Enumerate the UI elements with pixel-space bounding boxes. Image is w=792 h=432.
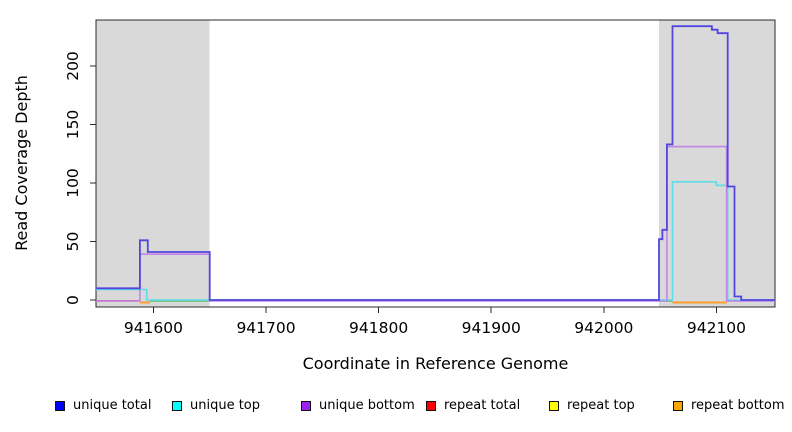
series-line xyxy=(96,25,775,301)
y-tick-label: 100 xyxy=(64,168,82,198)
legend-label: unique top xyxy=(190,398,261,413)
legend: unique total unique top unique bottom re… xyxy=(0,396,792,420)
legend-item-repeat-bottom: repeat bottom xyxy=(673,399,785,413)
chart-svg: 941600 941700 941800 941900 942000 942100 0 50 1… xyxy=(12,19,776,373)
x-axis: 941600 941700 941800 941900 942000 942100 xyxy=(124,307,746,337)
x-tick-label: 941900 xyxy=(462,319,521,337)
legend-item-repeat-top: repeat top xyxy=(549,399,635,413)
legend-item-unique-total: unique total xyxy=(55,399,151,413)
x-axis-title: Coordinate in Reference Genome xyxy=(303,354,569,373)
plot-box xyxy=(95,19,776,308)
y-tick-label: 50 xyxy=(64,232,82,252)
legend-label: repeat bottom xyxy=(691,398,785,413)
unique-top-swatch-icon xyxy=(172,401,182,411)
y-axis-title: Read Coverage Depth xyxy=(12,75,31,251)
repeat-region-right xyxy=(659,20,775,307)
plot-canvas: 941600 941700 941800 941900 942000 942100 0 50 1… xyxy=(12,19,776,373)
series-line xyxy=(96,181,775,301)
legend-label: repeat total xyxy=(444,398,521,413)
x-tick-label: 942000 xyxy=(574,319,633,337)
x-tick-label: 941700 xyxy=(236,319,295,337)
x-tick-label: 942100 xyxy=(687,319,746,337)
repeat-total-swatch-icon xyxy=(426,401,436,411)
unique-total-swatch-icon xyxy=(55,401,65,411)
legend-item-unique-top: unique top xyxy=(172,399,260,413)
legend-label: unique total xyxy=(73,398,152,413)
series-unique-total xyxy=(96,25,775,301)
y-tick-label: 200 xyxy=(64,51,82,81)
series-unique-top xyxy=(96,181,775,301)
legend-label: repeat top xyxy=(567,398,635,413)
y-tick-label: 150 xyxy=(64,110,82,140)
repeat-top-swatch-icon xyxy=(549,401,559,411)
legend-label: unique bottom xyxy=(319,398,415,413)
x-tick-label: 941800 xyxy=(349,319,408,337)
legend-item-repeat-total: repeat total xyxy=(426,399,520,413)
y-tick-label: 0 xyxy=(64,295,82,305)
y-axis: 0 50 100 150 200 xyxy=(64,51,96,305)
repeat-region-left xyxy=(96,20,210,307)
x-tick-label: 941600 xyxy=(124,319,183,337)
legend-item-unique-bottom: unique bottom xyxy=(301,399,415,413)
repeat-bottom-swatch-icon xyxy=(673,401,683,411)
unique-bottom-swatch-icon xyxy=(301,401,311,411)
